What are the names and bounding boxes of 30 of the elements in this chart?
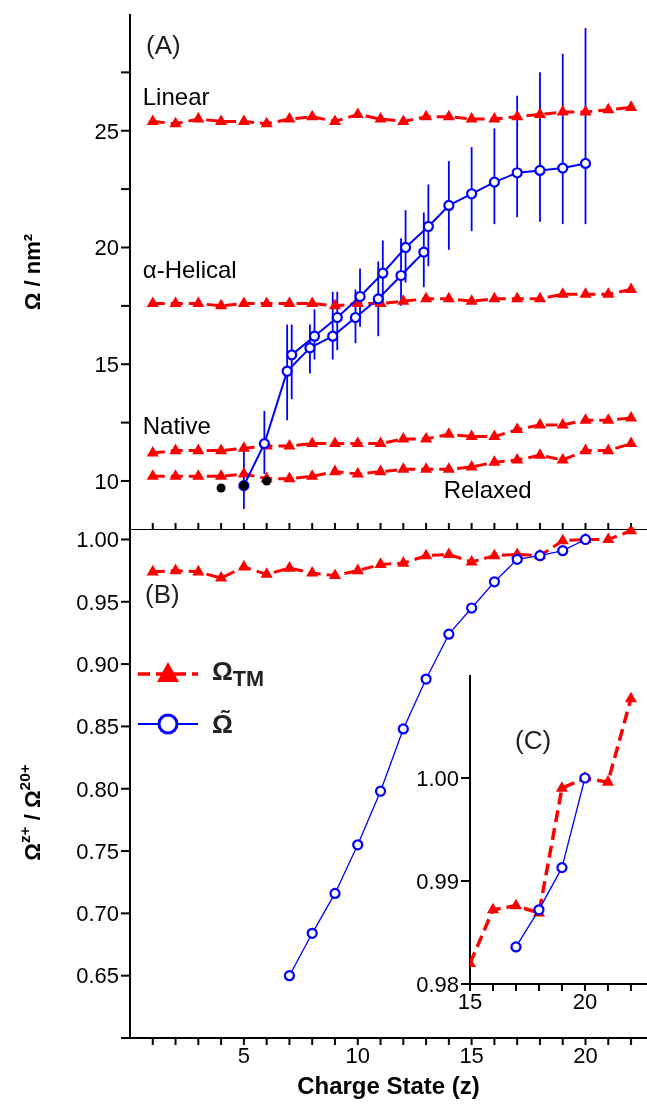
x-tick-label: 5 <box>237 1042 250 1068</box>
y-tick-label: 0.85 <box>76 714 119 740</box>
y-tick-label: 0.75 <box>76 838 119 864</box>
annotation: (A) <box>146 30 181 61</box>
y-tick-label: 25 <box>94 118 119 144</box>
y-tick-label: 0.95 <box>76 589 119 615</box>
x-axis-title: Charge State (z) <box>297 1072 480 1099</box>
annotation: (C) <box>515 725 552 756</box>
y-tick-label: 1.00 <box>76 527 119 553</box>
legend-label: Ω̃ <box>212 708 233 740</box>
y-tick-label: 20 <box>94 235 119 261</box>
legend-label: Ω$_{TM}$ <box>212 655 265 693</box>
y-tick-label: 15 <box>94 352 119 378</box>
annotation: (B) <box>145 579 180 610</box>
y-tick-label: 0.70 <box>76 901 119 927</box>
y-tick-label: 0.90 <box>76 651 119 677</box>
x-tick-label: 10 <box>345 1042 370 1068</box>
y-tick-label: 1.00 <box>416 765 459 791</box>
series-label: Linear <box>142 82 210 111</box>
y-axis-title: Ω / nm² <box>19 233 45 311</box>
y-tick-label: 0.98 <box>416 971 459 997</box>
y-tick-label: 0.65 <box>76 963 119 989</box>
series-label: α-Helical <box>142 255 237 284</box>
x-tick-label: 20 <box>573 1042 598 1068</box>
x-tick-label: 15 <box>459 1042 484 1068</box>
series-label: Relaxed <box>443 476 532 505</box>
series-label: Native <box>142 412 211 441</box>
y-tick-label: 0.80 <box>76 776 119 802</box>
y-tick-label: 10 <box>94 468 119 494</box>
y-tick-label: 0.99 <box>416 868 459 894</box>
